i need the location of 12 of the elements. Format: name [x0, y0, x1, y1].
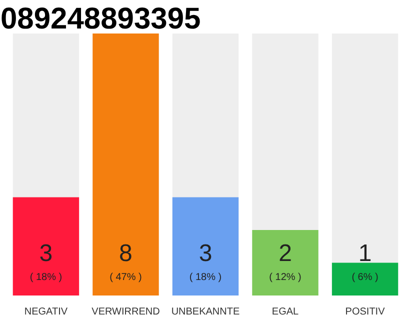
data-label: 3 ( 18% ) — [189, 240, 222, 283]
x-tick-label: NEGATIV — [24, 306, 68, 318]
data-label: 8 ( 47% ) — [110, 240, 142, 283]
chart-title: 089248893395 — [0, 2, 201, 36]
bar — [332, 262, 398, 296]
data-label: 3 ( 18% ) — [30, 240, 62, 283]
x-tick-label: EGAL — [272, 306, 300, 318]
data-label: 1 ( 6% ) — [352, 240, 378, 283]
x-tick-label: VERWIRREND — [92, 306, 160, 318]
data-label: 2 ( 12% ) — [269, 240, 302, 283]
x-tick-label: UNBEKANNTE — [171, 306, 240, 318]
x-tick-label: POSITIV — [345, 306, 386, 318]
